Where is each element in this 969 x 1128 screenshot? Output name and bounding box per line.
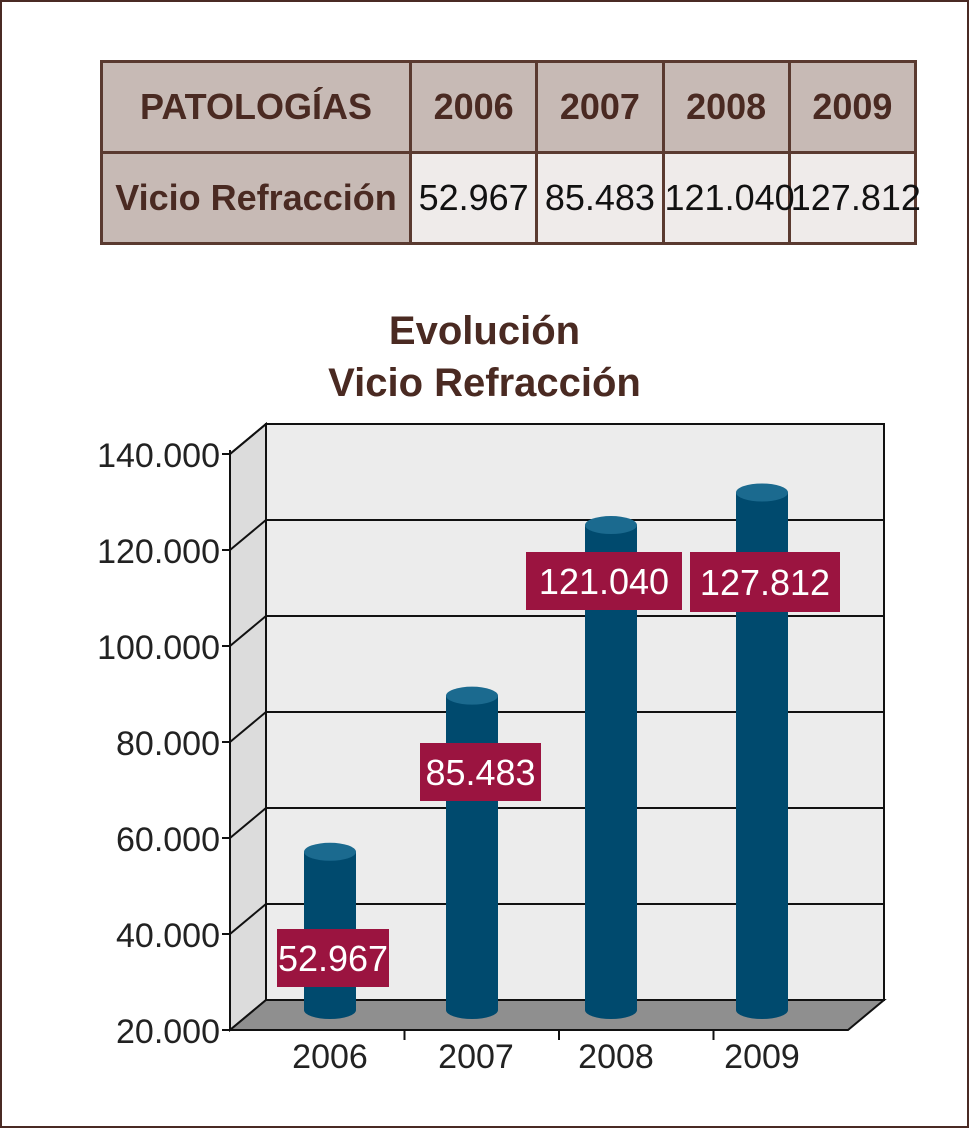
data-label: 121.040 — [539, 561, 669, 602]
cell-2009: 127.812 — [787, 151, 921, 245]
bar-body — [585, 525, 637, 1019]
y-tick-label: 100.000 — [97, 629, 220, 667]
data-label-box — [690, 552, 840, 612]
bar-body — [736, 492, 788, 1019]
gridline — [229, 807, 884, 839]
table-header-row: PATOLOGÍAS 2006 2007 2008 2009 — [100, 60, 918, 154]
gridline — [229, 519, 884, 551]
data-label: 85.483 — [425, 752, 535, 793]
cell-2007: 85.483 — [535, 151, 665, 245]
bar-2009 — [736, 483, 788, 1019]
data-label-box — [277, 929, 389, 987]
cell-2006: 52.967 — [408, 151, 539, 245]
header-year-2009: 2009 — [787, 60, 918, 154]
data-table: PATOLOGÍAS 2006 2007 2008 2009 Vicio Ref… — [100, 60, 921, 245]
bar-2008 — [585, 516, 637, 1019]
y-tick-label: 60.000 — [116, 821, 220, 859]
gridline — [229, 903, 884, 935]
x-tick-label: 2007 — [438, 1038, 514, 1076]
y-tick-label: 120.000 — [97, 533, 220, 571]
y-tick-label: 20.000 — [116, 1013, 220, 1051]
header-year-2008: 2008 — [661, 60, 791, 154]
x-tick-label: 2006 — [292, 1038, 368, 1076]
bar-2007 — [446, 686, 498, 1019]
data-label: 52.967 — [278, 938, 388, 979]
gridline — [229, 615, 884, 647]
data-label-box — [420, 743, 541, 801]
header-year-2006: 2006 — [408, 60, 539, 154]
table-row: Vicio Refracción 52.967 85.483 121.040 1… — [100, 151, 921, 245]
data-label-box — [526, 552, 682, 610]
data-label: 127.812 — [700, 562, 830, 603]
bar-top — [304, 842, 356, 861]
header-patologias: PATOLOGÍAS — [100, 60, 412, 154]
bar-top — [736, 483, 788, 502]
gridline — [229, 423, 884, 455]
y-tick-label: 140.000 — [97, 437, 220, 475]
bar-top — [446, 686, 498, 705]
y-tick-label: 80.000 — [116, 725, 220, 763]
row-label: Vicio Refracción — [100, 151, 412, 245]
y-tick-label: 40.000 — [116, 917, 220, 955]
bar-top — [585, 516, 637, 535]
gridline — [229, 711, 884, 743]
x-tick-label: 2009 — [724, 1038, 800, 1076]
x-tick-label: 2008 — [578, 1038, 654, 1076]
chart-title: Evolución Vicio Refracción — [0, 305, 969, 409]
chart-title-line1: Evolución — [388, 309, 581, 353]
header-year-2007: 2007 — [535, 60, 665, 154]
chart-title-line2: Vicio Refracción — [328, 361, 641, 405]
cell-2008: 121.040 — [661, 151, 795, 245]
